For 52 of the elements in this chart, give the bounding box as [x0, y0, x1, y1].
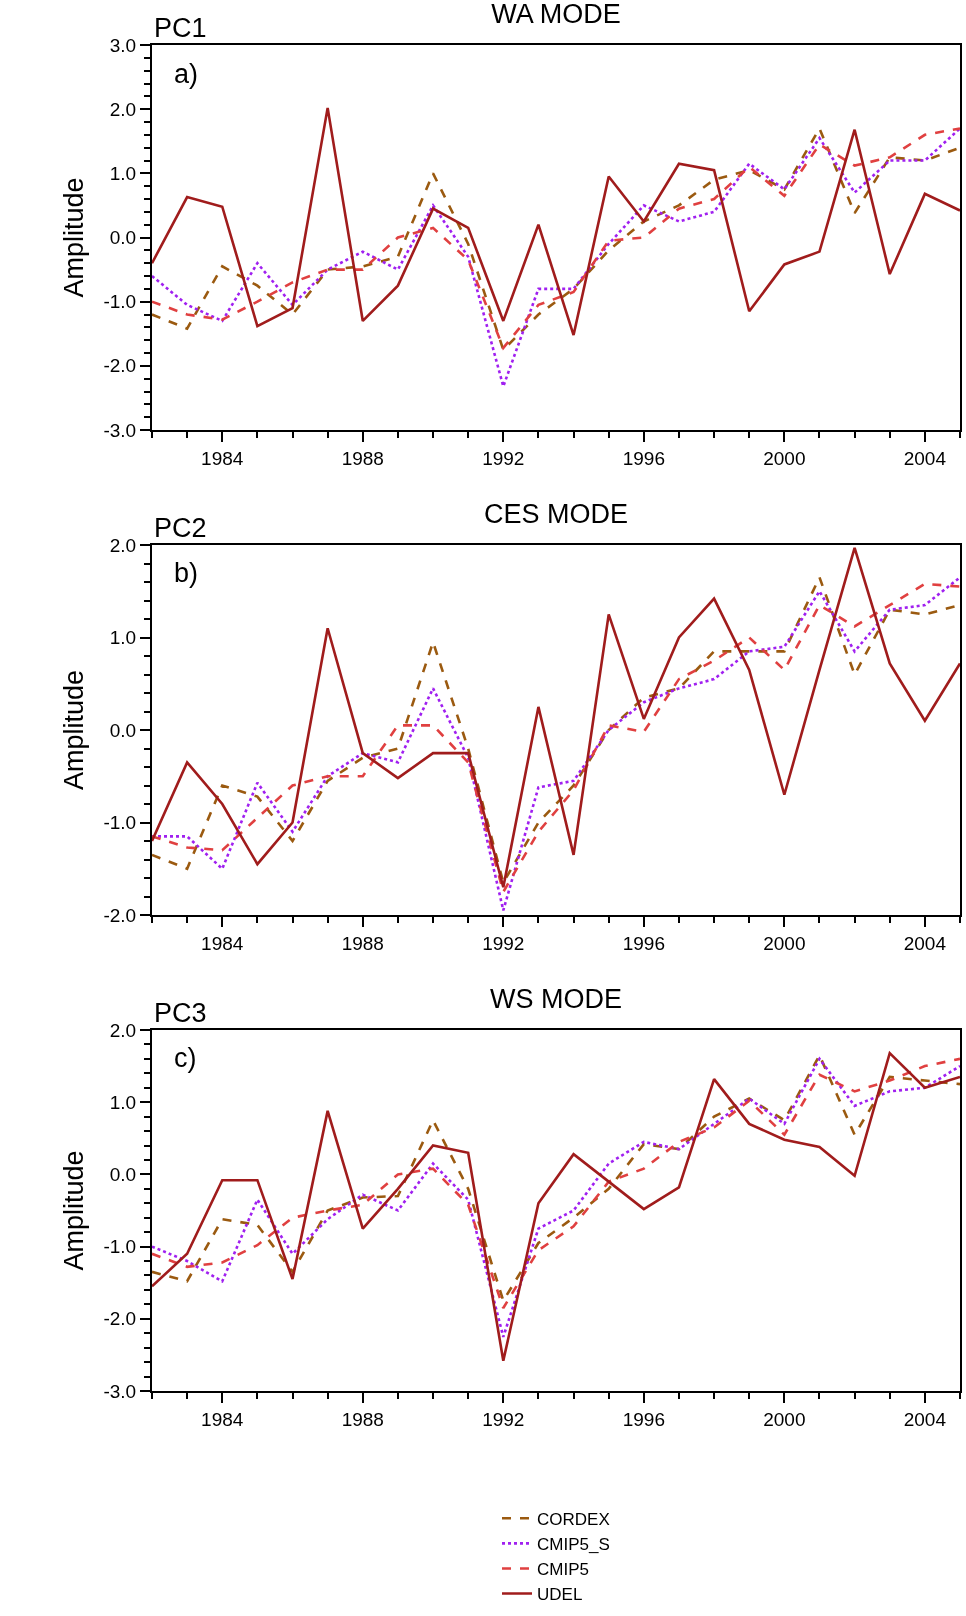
y-tick-label: 3.0 [109, 34, 137, 56]
x-tick-label: 1992 [482, 1408, 525, 1430]
y-tick-label: -2.0 [103, 904, 137, 926]
legend-label: CMIP5_S [537, 1534, 610, 1554]
y-tick-label: 0.0 [109, 227, 137, 249]
y-tick-label: 0.0 [109, 1164, 137, 1186]
x-tick-label: 2004 [903, 932, 947, 954]
chart-subtitle: PC2 [154, 513, 207, 543]
y-tick-label: -1.0 [103, 1236, 137, 1258]
x-tick-label: 1984 [201, 447, 244, 469]
y-tick-label: -1.0 [103, 812, 137, 834]
x-tick-label: 1996 [622, 447, 665, 469]
x-tick-label: 1992 [482, 932, 525, 954]
y-axis-title: Amplitude [59, 177, 89, 298]
x-tick-label: 2000 [763, 447, 806, 469]
y-tick-label: -3.0 [103, 419, 137, 441]
y-tick-label: -3.0 [103, 1380, 137, 1402]
y-tick-label: -2.0 [103, 355, 137, 377]
y-axis-title: Amplitude [59, 669, 89, 791]
legend-label: CORDEX [537, 1509, 610, 1529]
legend-label: CMIP5 [537, 1560, 589, 1580]
x-tick-label: 2004 [903, 447, 947, 469]
y-tick-label: -2.0 [103, 1308, 137, 1330]
x-tick-label: 1984 [201, 932, 244, 954]
y-tick-label: 1.0 [109, 1091, 137, 1113]
legend-label: UDEL [537, 1585, 583, 1605]
chart-subtitle: PC1 [154, 13, 207, 43]
y-tick-label: 1.0 [109, 162, 137, 184]
x-tick-label: 2000 [763, 932, 806, 954]
x-tick-label: 2004 [903, 1408, 947, 1430]
chart-title: WA MODE [491, 0, 621, 29]
x-tick-label: 1988 [341, 932, 384, 954]
chart-subtitle: PC3 [154, 998, 207, 1028]
y-tick-label: -1.0 [103, 291, 137, 313]
annotation: b) [174, 558, 199, 588]
x-tick-label: 1996 [622, 932, 665, 954]
chart-title: CES MODE [483, 498, 629, 529]
x-tick-label: 1988 [341, 447, 384, 469]
x-tick-label: 1992 [482, 447, 525, 469]
x-tick-label: 1996 [622, 1408, 665, 1430]
y-tick-label: 1.0 [109, 627, 137, 649]
annotation: c) [174, 1043, 197, 1073]
x-tick-label: 2000 [763, 1408, 806, 1430]
x-tick-label: 1984 [201, 1408, 244, 1430]
y-tick-label: 0.0 [109, 719, 137, 741]
x-tick-label: 1988 [341, 1408, 384, 1430]
y-axis-title: Amplitude [59, 1150, 89, 1271]
y-tick-label: 2.0 [109, 1019, 137, 1041]
y-tick-label: 2.0 [109, 98, 137, 120]
annotation: a) [174, 59, 199, 89]
chart-title: WS MODE [490, 983, 622, 1014]
y-tick-label: 2.0 [109, 534, 137, 556]
